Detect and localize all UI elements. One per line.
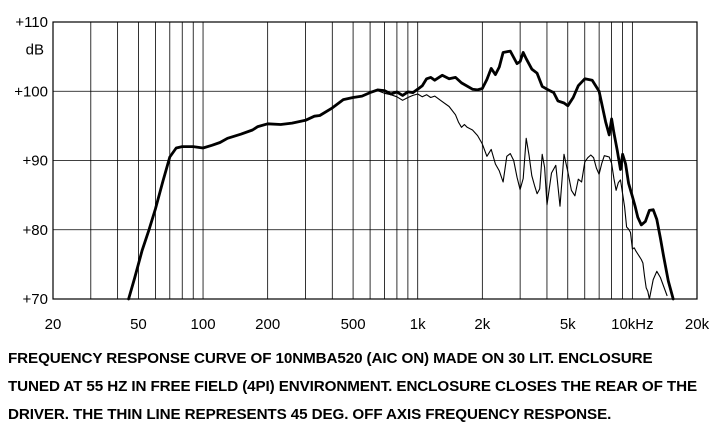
x-tick-label: 1k [410,316,426,333]
x-tick-label: 50 [130,316,147,333]
x-tick-label: 100 [191,316,216,333]
x-tick-label: 20k [685,316,710,333]
y-tick-label: +100 [14,83,48,100]
off-axis-45deg-response-line [377,90,668,300]
y-tick-label: +110 [15,14,48,31]
grid [53,22,697,299]
y-tick-label: +80 [23,222,48,239]
y-tick-label: +70 [23,291,48,308]
on-axis-response-line [127,49,675,301]
x-tick-label: 10kHz [611,316,654,333]
caption-line-1: FREQUENCY RESPONSE CURVE OF 10NMBA520 (A… [8,350,653,367]
x-tick-label: 20 [45,316,62,333]
x-tick-label: 500 [341,316,366,333]
y-tick-label: +90 [23,153,48,170]
x-tick-label: 2k [474,316,490,333]
series-layer [127,49,675,301]
caption-line-2: TUNED AT 55 HZ IN FREE FIELD (4PI) ENVIR… [8,378,697,395]
y-unit-label: dB [26,42,44,59]
frequency-response-chart: +110 +100 +90 +80 +70 20 50 100 200 500 1k 2k 5k 10k… [14,14,710,333]
y-tick-labels: +110 +100 +90 +80 +70 [14,14,48,308]
x-tick-label: 200 [255,316,280,333]
x-tick-labels: 20 50 100 200 500 1k 2k 5k 10kHz 20k [45,316,710,333]
caption-line-3: DRIVER. THE THIN LINE REPRESENTS 45 DEG.… [8,406,612,423]
x-tick-label: 5k [560,316,576,333]
plot-frame [52,21,698,300]
figure-caption: FREQUENCY RESPONSE CURVE OF 10NMBA520 (A… [8,345,724,429]
